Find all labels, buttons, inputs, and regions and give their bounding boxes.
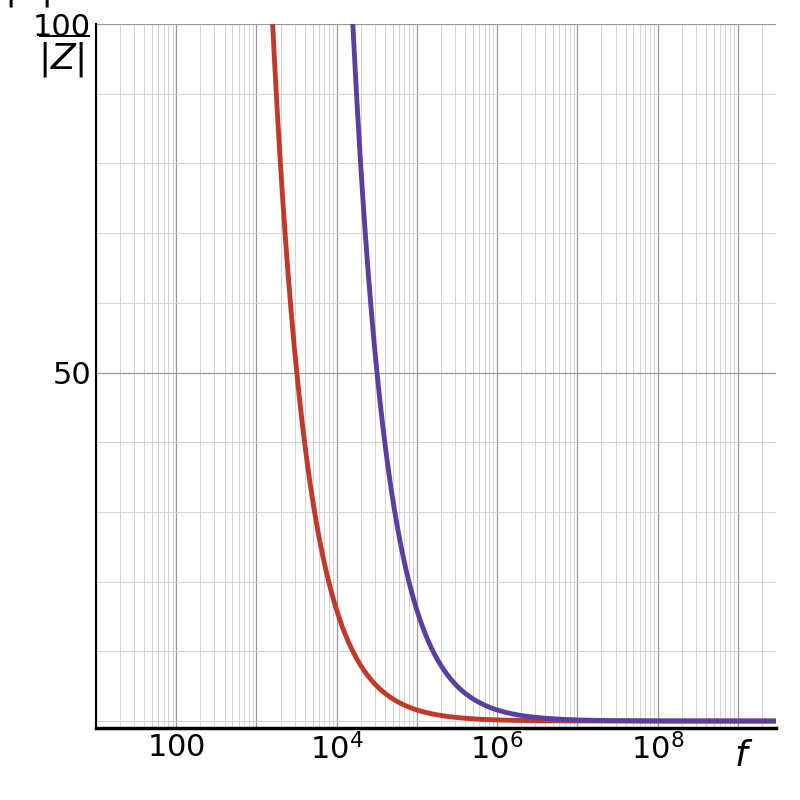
Text: $\overline{|Z|}$: $\overline{|Z|}$ (4, 0, 55, 10)
Text: $f$: $f$ (734, 739, 754, 773)
Text: $\overline{|Z|}$: $\overline{|Z|}$ (38, 32, 90, 80)
